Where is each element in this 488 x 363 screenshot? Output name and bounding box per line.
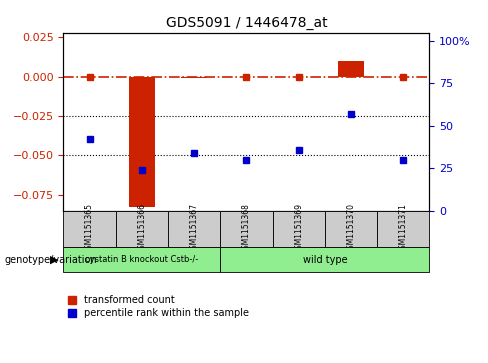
Bar (220, 247, 429, 272)
Bar (220, 211, 273, 247)
Text: GSM1151370: GSM1151370 (346, 203, 356, 254)
Text: wild type: wild type (303, 254, 347, 265)
Text: GSM1151371: GSM1151371 (399, 203, 408, 254)
Bar (129, 77, 155, 207)
Bar (63, 211, 116, 247)
Text: GSM1151367: GSM1151367 (190, 203, 199, 254)
Bar (116, 211, 168, 247)
Text: cystatin B knockout Cstb-/-: cystatin B knockout Cstb-/- (85, 255, 199, 264)
Bar (63, 247, 220, 272)
Text: GSM1151366: GSM1151366 (137, 203, 146, 254)
Legend: transformed count, percentile rank within the sample: transformed count, percentile rank withi… (68, 295, 249, 318)
Text: GSM1151368: GSM1151368 (242, 203, 251, 254)
Text: GSM1151369: GSM1151369 (294, 203, 303, 254)
Bar (273, 211, 325, 247)
Bar (325, 211, 377, 247)
Text: ▶: ▶ (50, 254, 59, 265)
Bar (338, 61, 364, 77)
Text: genotype/variation: genotype/variation (5, 254, 98, 265)
Bar (168, 211, 220, 247)
Title: GDS5091 / 1446478_at: GDS5091 / 1446478_at (165, 16, 327, 30)
Bar (181, 77, 207, 78)
Bar (377, 211, 429, 247)
Text: GSM1151365: GSM1151365 (85, 203, 94, 254)
